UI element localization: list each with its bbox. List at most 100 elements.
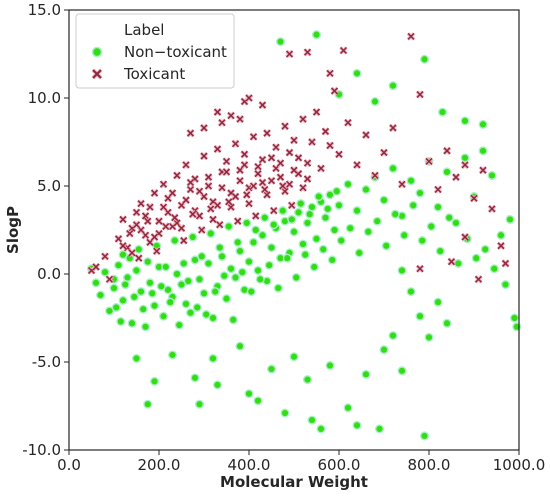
data-point-non-toxicant (230, 273, 240, 283)
data-point-toxicant (204, 172, 213, 182)
data-point-toxicant (298, 114, 308, 124)
data-point-toxicant (307, 137, 317, 147)
data-point-non-toxicant (131, 265, 141, 275)
data-point-non-toxicant (228, 315, 238, 325)
legend-marker-toxicant (91, 68, 103, 80)
data-point-non-toxicant (289, 352, 299, 362)
data-point-toxicant (258, 178, 267, 187)
data-point-toxicant (240, 160, 249, 170)
data-point-toxicant (244, 199, 254, 208)
data-point-non-toxicant (104, 306, 114, 316)
data-point-non-toxicant (420, 54, 430, 64)
data-point-non-toxicant (415, 188, 425, 198)
data-point-non-toxicant (379, 195, 389, 205)
data-point-non-toxicant (143, 399, 153, 409)
data-point-non-toxicant (303, 218, 313, 228)
data-point-non-toxicant (253, 396, 263, 406)
data-point-toxicant (125, 229, 134, 238)
data-point-toxicant (258, 155, 267, 164)
data-point-non-toxicant (246, 287, 256, 297)
data-point-non-toxicant (113, 260, 123, 270)
data-point-non-toxicant (388, 331, 398, 341)
data-point-non-toxicant (165, 297, 175, 307)
data-point-toxicant (269, 206, 278, 215)
data-point-non-toxicant (145, 278, 155, 288)
data-point-non-toxicant (219, 271, 229, 281)
data-point-toxicant (154, 216, 164, 226)
data-point-non-toxicant (156, 281, 166, 291)
data-point-toxicant (433, 185, 443, 194)
data-point-non-toxicant (199, 288, 209, 298)
data-point-toxicant (262, 128, 272, 138)
data-point-non-toxicant (116, 317, 126, 327)
legend-box (75, 13, 235, 89)
data-point-non-toxicant (194, 274, 204, 284)
points-layer (86, 30, 522, 441)
data-point-non-toxicant (442, 167, 452, 177)
data-point-non-toxicant (224, 221, 234, 231)
x-tick-label: 200.0 (138, 456, 181, 474)
data-point-toxicant (159, 202, 168, 212)
data-point-toxicant (150, 232, 159, 242)
data-point-toxicant (285, 180, 294, 189)
data-point-toxicant (501, 259, 510, 268)
data-point-non-toxicant (235, 341, 245, 351)
data-point-toxicant (258, 100, 267, 110)
data-point-toxicant (213, 107, 222, 117)
y-tick-label: 5.0 (37, 177, 61, 195)
data-point-toxicant (242, 190, 251, 200)
data-point-non-toxicant (397, 265, 407, 275)
data-point-non-toxicant (174, 320, 184, 330)
data-point-toxicant (447, 257, 456, 266)
data-point-toxicant (442, 146, 452, 156)
data-point-toxicant (235, 176, 245, 185)
data-point-toxicant (249, 181, 258, 191)
data-point-non-toxicant (451, 218, 461, 228)
data-point-non-toxicant (163, 285, 173, 295)
data-point-toxicant (114, 234, 123, 244)
legend-marker-non-toxicant (91, 46, 103, 58)
data-point-non-toxicant (312, 234, 322, 244)
legend-title: Label (124, 21, 164, 39)
data-point-toxicant (179, 236, 188, 245)
data-point-non-toxicant (118, 295, 128, 305)
data-point-toxicant (127, 248, 137, 258)
data-point-toxicant (136, 199, 146, 208)
data-point-non-toxicant (291, 273, 301, 283)
data-point-toxicant (343, 118, 353, 127)
data-point-non-toxicant (192, 302, 202, 312)
data-point-non-toxicant (149, 376, 159, 386)
data-point-non-toxicant (111, 302, 121, 312)
data-point-non-toxicant (233, 237, 243, 247)
data-point-non-toxicant (181, 299, 191, 309)
data-point-non-toxicant (478, 146, 488, 156)
data-point-toxicant (118, 215, 128, 224)
data-point-toxicant (361, 130, 371, 140)
data-point-toxicant (91, 262, 101, 272)
data-point-toxicant (289, 165, 299, 175)
data-point-non-toxicant (388, 81, 398, 91)
data-point-toxicant (172, 171, 182, 180)
data-point-toxicant (206, 204, 215, 214)
data-point-non-toxicant (120, 280, 130, 290)
data-point-toxicant (226, 202, 236, 212)
data-point-non-toxicant (201, 309, 211, 319)
data-point-toxicant (370, 171, 380, 180)
data-point-non-toxicant (188, 232, 198, 242)
data-point-non-toxicant (217, 251, 227, 261)
data-point-non-toxicant (203, 258, 213, 268)
data-point-toxicant (152, 246, 161, 256)
data-point-toxicant (208, 215, 218, 224)
data-point-toxicant (325, 69, 335, 78)
data-point-toxicant (132, 208, 141, 217)
data-point-toxicant (287, 201, 296, 210)
data-point-toxicant (222, 157, 231, 166)
data-point-non-toxicant (183, 276, 193, 286)
data-point-non-toxicant (496, 230, 506, 240)
data-point-non-toxicant (253, 265, 263, 275)
x-tick-label: 0.0 (57, 456, 81, 474)
data-point-non-toxicant (415, 311, 425, 321)
data-point-non-toxicant (278, 206, 288, 216)
data-point-non-toxicant (330, 225, 340, 235)
